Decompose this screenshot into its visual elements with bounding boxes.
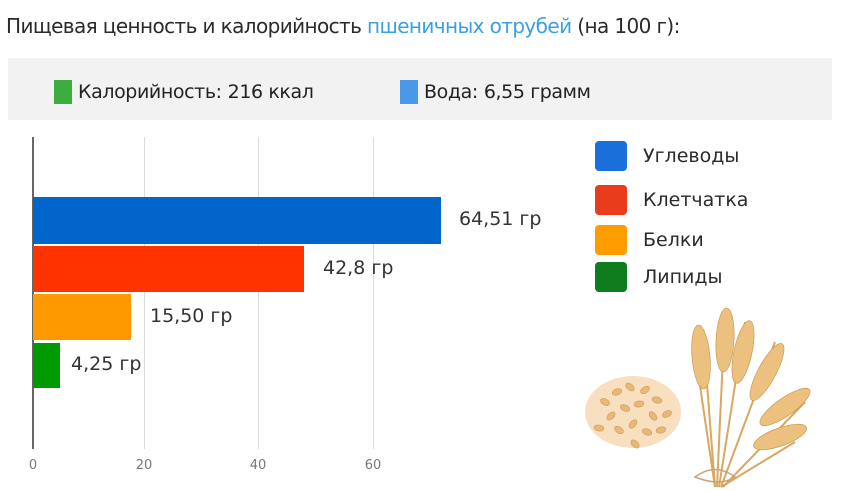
carbs-swatch-icon [595,141,627,171]
value-label-carbs: 64,51 гр [459,208,542,230]
x-tick-60: 60 [364,458,382,473]
stat-water-value: 6,55 грамм [483,81,591,103]
y-axis-line [32,137,34,449]
stat-water-label: Вода: [424,81,478,103]
bar-lipids [33,343,60,388]
stats-bar: Калорийность: 216 ккал Вода: 6,55 грамм [8,58,832,120]
x-tick-0: 0 [28,458,38,473]
title-highlight: пшеничных отрубей [367,14,572,38]
fiber-swatch-icon [595,185,627,215]
gridline-20 [144,137,145,449]
water-swatch-icon [400,80,418,104]
legend-label-fiber: Клетчатка [643,189,749,211]
title-prefix: Пищевая ценность и калорийность [6,14,368,38]
legend-item-lipids: Липиды [595,262,723,292]
bar-fiber [33,246,304,292]
value-label-fiber: 42,8 гр [323,257,394,279]
legend-label-protein: Белки [643,229,704,251]
gridline-40 [258,137,259,449]
bar-protein [33,294,131,340]
gridline-60 [373,137,374,449]
stat-calories-value: 216 ккал [227,81,314,103]
legend-label-carbs: Углеводы [643,145,740,167]
protein-swatch-icon [595,225,627,255]
lipids-swatch-icon [595,262,627,292]
legend-item-carbs: Углеводы [595,141,739,171]
bar-carbs [33,197,441,244]
value-label-protein: 15,50 гр [150,305,233,327]
legend-label-lipids: Липиды [643,266,723,288]
stat-water: Вода: 6,55 грамм [400,80,591,104]
title-suffix: (на 100 г): [571,14,680,38]
x-tick-40: 40 [249,458,267,473]
wheat-grain-icon [585,307,811,488]
value-label-lipids: 4,25 гр [71,353,142,375]
bar-chart: 64,51 гр 42,8 гр 15,50 гр 4,25 гр 0 20 4… [0,125,580,491]
legend-item-protein: Белки [595,225,704,255]
stat-calories-label: Калорийность: [78,81,222,103]
x-tick-20: 20 [135,458,153,473]
legend-item-fiber: Клетчатка [595,185,748,215]
calories-swatch-icon [54,80,72,104]
stat-calories: Калорийность: 216 ккал [54,80,314,104]
page-title: Пищевая ценность и калорийность пшеничны… [6,14,680,38]
